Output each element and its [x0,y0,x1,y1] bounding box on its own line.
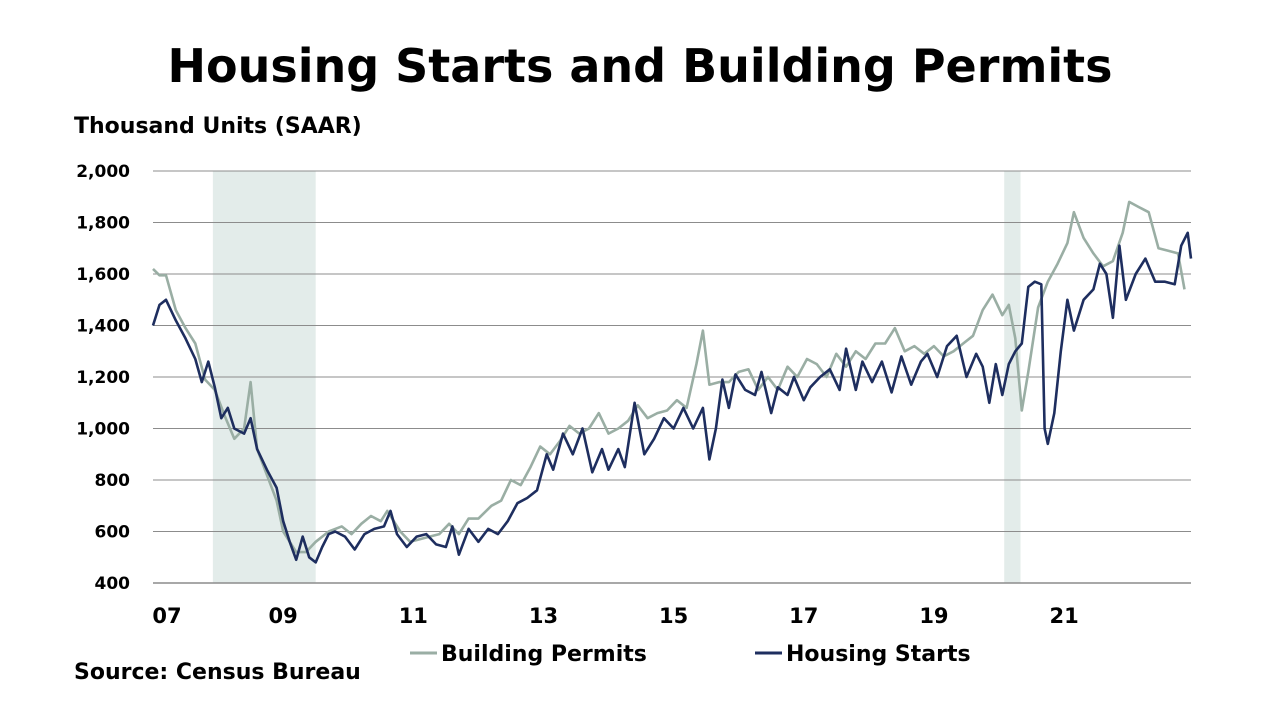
source-note: Source: Census Bureau [74,660,361,685]
chart-title: Housing Starts and Building Permits [167,39,1113,93]
y-tick-label: 1,200 [76,368,130,388]
y-tick-label: 600 [95,523,131,543]
y-tick-label: 1,000 [76,420,130,440]
y-tick-label: 1,600 [76,265,130,285]
y-tick-labels: 400 600 800 1,000 1,200 1,400 1,600 1,800 2,000 [76,162,130,594]
x-tick-label: 21 [1049,604,1078,628]
legend-label-housing-starts: Housing Starts [786,642,971,667]
y-axis-label: Thousand Units (SAAR) [74,114,362,139]
series-layer [151,200,1193,564]
x-tick-labels: 07 09 11 13 15 17 19 21 [152,604,1078,628]
x-tick-label: 07 [152,604,181,628]
grid-layer [153,170,1191,584]
series-line-housing-starts [151,231,1193,564]
y-tick-label: 800 [95,471,131,491]
x-tick-label: 17 [789,604,818,628]
x-tick-label: 13 [529,604,558,628]
legend-label-building-permits: Building Permits [441,642,647,667]
y-tick-label: 2,000 [76,162,130,182]
x-tick-label: 15 [659,604,688,628]
x-tick-label: 09 [269,604,298,628]
y-tick-label: 1,400 [76,317,130,337]
y-tick-label: 400 [95,574,131,594]
y-tick-label: 1,800 [76,214,130,234]
x-tick-label: 19 [919,604,948,628]
series-line-building-permits [152,200,1186,554]
legend: Building Permits Housing Starts [410,642,971,667]
x-tick-label: 11 [399,604,428,628]
